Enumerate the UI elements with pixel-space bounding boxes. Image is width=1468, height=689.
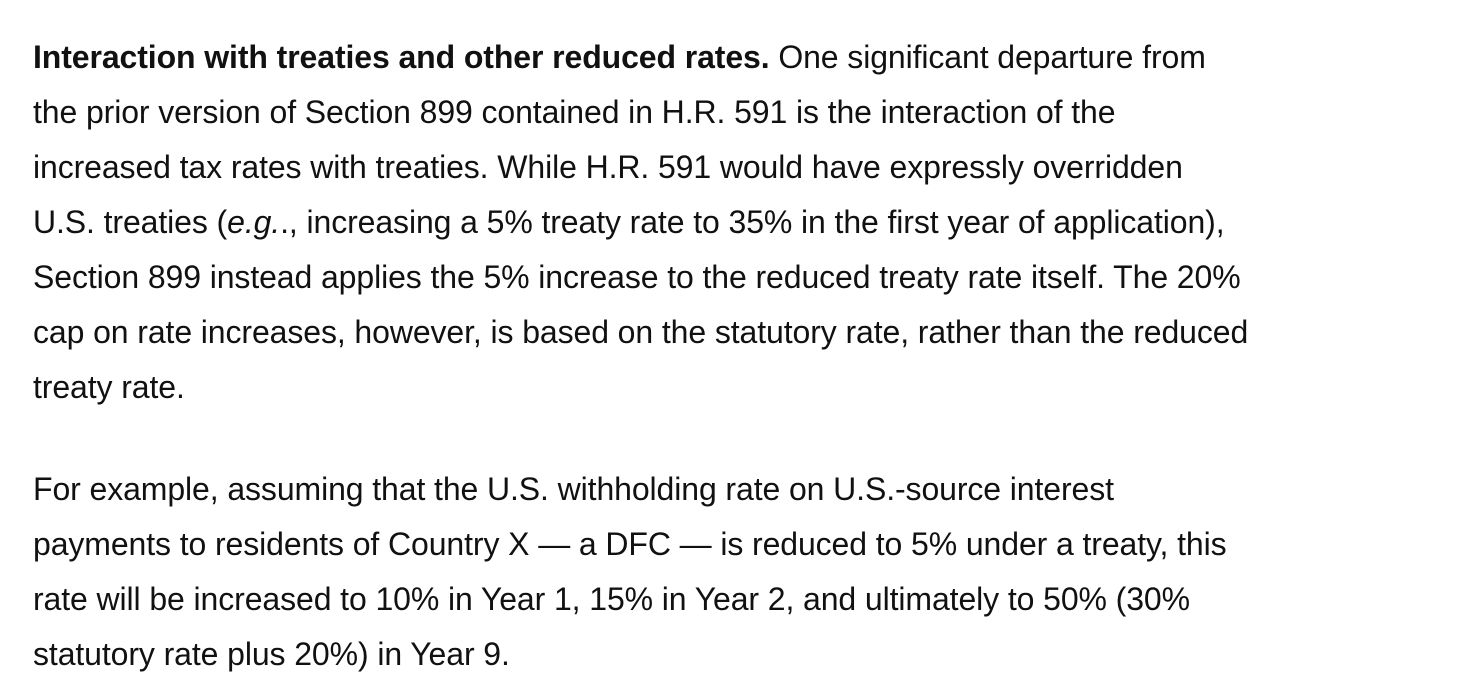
paragraph-treaty-interaction: Interaction with treaties and other redu… xyxy=(33,30,1438,415)
paragraph-line: Section 899 instead applies the 5% incre… xyxy=(33,259,1241,295)
paragraph-line: cap on rate increases, however, is based… xyxy=(33,314,1249,350)
paragraph-line-text: One significant departure from xyxy=(769,39,1206,75)
paragraph-line: U.S. treaties (e.g.., increasing a 5% tr… xyxy=(33,195,1438,250)
paragraph-line: For example, assuming that the U.S. with… xyxy=(33,471,1114,507)
paragraph-line: increased tax rates with treaties. While… xyxy=(33,149,1183,185)
paragraph-line: treaty rate. xyxy=(33,369,185,405)
paragraph-line-text: ., increasing a 5% treaty rate to 35% in… xyxy=(280,204,1225,240)
paragraph-line-text: U.S. treaties ( xyxy=(33,204,228,240)
paragraph-example: For example, assuming that the U.S. with… xyxy=(33,462,1438,682)
paragraph-line: payments to residents of Country X — a D… xyxy=(33,526,1227,562)
italic-abbreviation: e.g. xyxy=(227,204,281,240)
paragraph-line: Interaction with treaties and other redu… xyxy=(33,30,1438,85)
paragraph-line: statutory rate plus 20%) in Year 9. xyxy=(33,636,510,672)
paragraph-line: the prior version of Section 899 contain… xyxy=(33,94,1116,130)
paragraph-lead-heading: Interaction with treaties and other redu… xyxy=(33,39,770,75)
paragraph-line: rate will be increased to 10% in Year 1,… xyxy=(33,581,1190,617)
